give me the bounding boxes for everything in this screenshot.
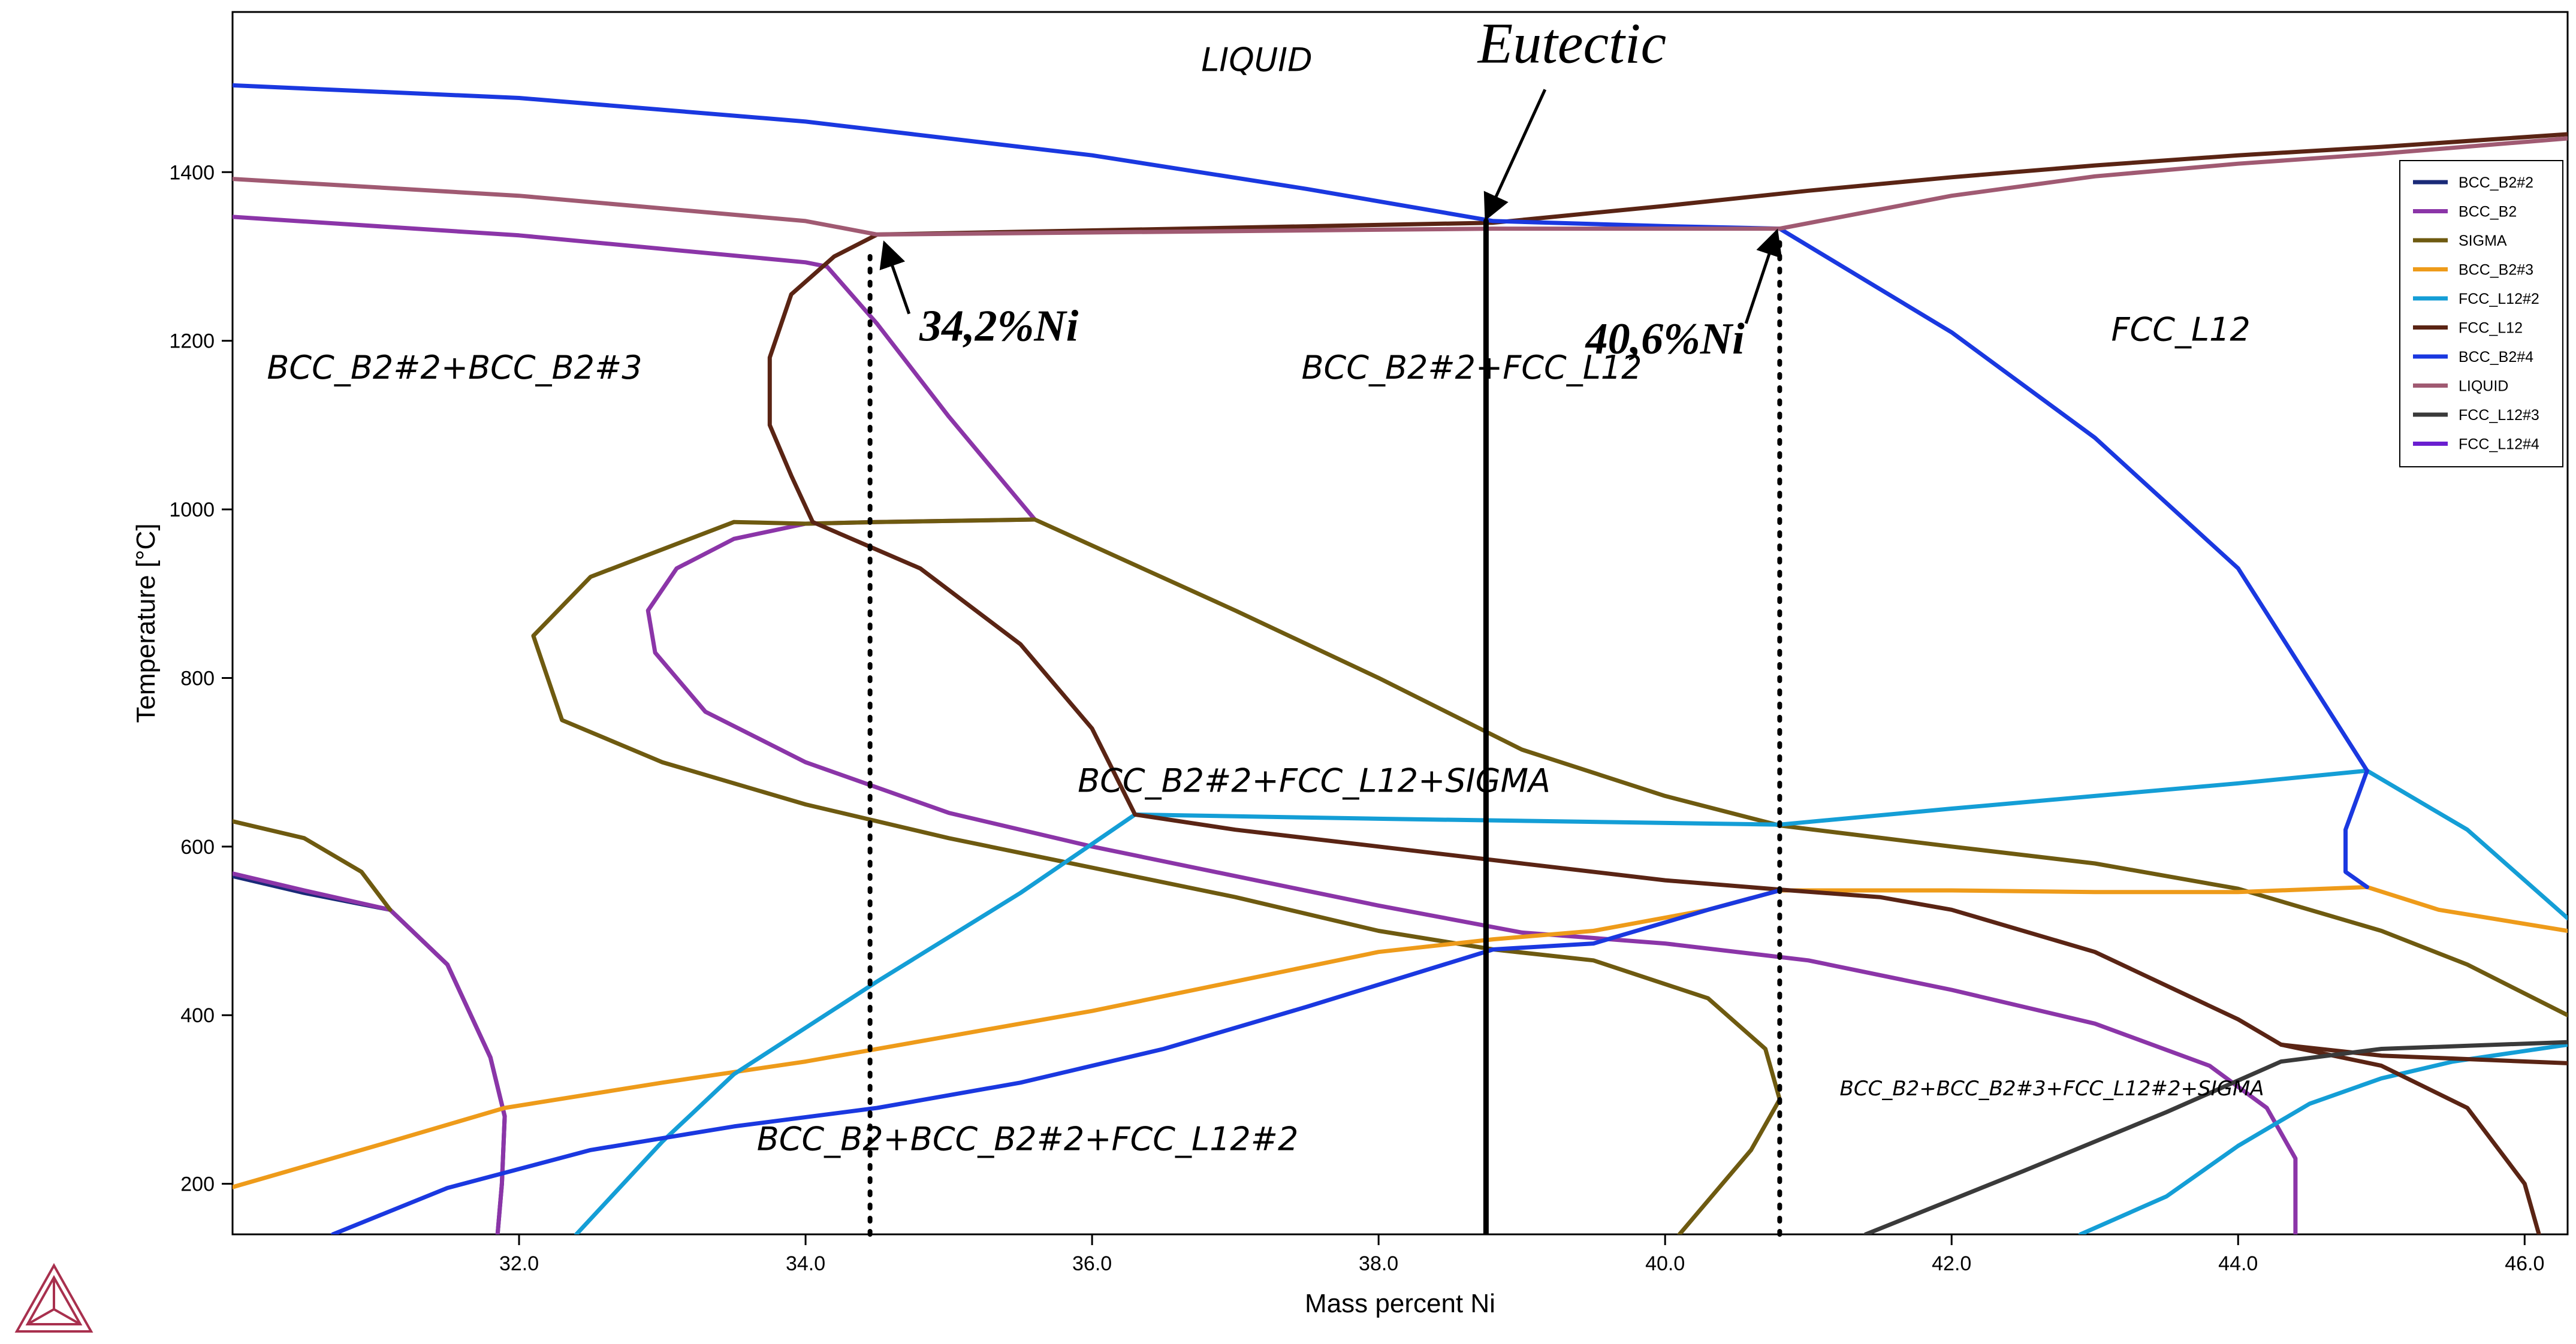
series-fcc-l12-segment-3 [810,520,1138,817]
series-bcc-b2-segment-2 [233,215,2298,1234]
x-tick-label: 32.0 [499,1252,539,1275]
series-bcc-b2-3-segment-1 [233,884,2568,1189]
series-bcc-b2-4-segment-4 [330,888,1782,1234]
series-fcc-l12-2-segment-1 [574,812,1138,1234]
y-tick-label: 1000 [169,499,215,521]
thermo-calc-logo [14,1263,93,1333]
series-liquid-segment-2 [875,226,1782,237]
series-fcc-l12-segment-1 [875,132,2568,237]
legend: BCC_B2#2 BCC_B2 SIGMA BCC_B2#3 FCC_L12#2 FCC_… [2399,160,2563,467]
x-tick-label: 38.0 [1359,1252,1398,1275]
y-tick-label: 1200 [169,330,215,353]
series-layer [233,83,2568,1234]
legend-label-liquid: LIQUID [2459,378,2508,395]
y-tick-label: 800 [180,667,215,690]
x-tick-label: 46.0 [2505,1252,2544,1275]
arrow-34-2-ni [879,240,911,315]
series-bcc-b2-4-segment-3 [2343,768,2369,889]
series-fcc-l12-segment-4 [1133,812,2541,1234]
y-tick-label: 600 [180,836,215,859]
legend-label-fcc-l12: FCC_L12 [2459,320,2523,337]
label-34-2-ni: 34,2%Ni [919,302,1079,351]
series-fcc-l12-2-segment-4 [2078,1042,2568,1234]
legend-label-bcc-b2-4: BCC_B2#4 [2459,349,2533,366]
series-fcc-l12-segment-2 [767,232,880,524]
x-tick-label: 44.0 [2218,1252,2258,1275]
legend-label-bcc-b2-3: BCC_B2#3 [2459,262,2533,279]
label-bcc-b2-2-bcc-b2-3: BCC_B2#2+BCC_B2#3 [267,349,642,386]
label-fcc-l12: FCC_L12 [2112,311,2251,349]
plot-area [231,11,2569,1236]
x-axis-title: Mass percent Ni [1305,1289,1495,1318]
series-fcc-l12-3-segment-1 [1863,1040,2568,1234]
arrow-eutectic [1483,89,1547,221]
legend-label-fcc-l12-2: FCC_L12#2 [2459,291,2539,307]
x-axis: 32.0 34.0 36.0 38.0 40.0 42.0 44.0 46.0 [499,1234,2544,1275]
legend-label-sigma: SIGMA [2459,232,2507,249]
series-sigma-segment-1 [233,819,393,912]
x-tick-label: 40.0 [1645,1252,1685,1275]
series-fcc-l12-2-segment-3 [2364,768,2568,920]
label-eutectic: Eutectic [1477,11,1666,75]
series-sigma-segment-2 [1033,517,2568,1017]
series-liquid-segment-3 [1777,136,2568,231]
series-bcc-b2-4-segment-2 [1777,226,2369,773]
y-axis: 200 400 600 800 1000 1200 1400 [169,161,233,1196]
x-tick-label: 36.0 [1072,1252,1112,1275]
label-40-6-ni: 40,6%Ni [1585,315,1745,364]
label-liquid: LIQUID [1201,41,1313,78]
label-bcc-b2-2-fcc-l12-sigma: BCC_B2#2+FCC_L12+SIGMA [1078,762,1551,799]
series-fcc-l12-2-segment-2 [1133,768,2369,827]
y-tick-label: 400 [180,1004,215,1027]
x-tick-label: 42.0 [1932,1252,1971,1275]
reference-lines [867,237,1782,1237]
annotations: LIQUID BCC_B2#2+BCC_B2#3 BCC_B2#2+FCC_L12 F… [267,11,2264,1158]
series-bcc-b2-4-segment-1 [233,83,1782,231]
y-tick-label: 1400 [169,161,215,184]
y-tick-label: 200 [180,1173,215,1196]
x-tick-label: 34.0 [786,1252,825,1275]
series-fcc-l12-segment-5 [2279,1042,2568,1065]
series-liquid-segment-1 [233,177,880,237]
label-bcc-b2-2-fcc-l12: BCC_B2#2+FCC_L12 [1302,349,1642,386]
label-bcc-b2-bcc-b2-3-fcc-l12-2-sigma: BCC_B2+BCC_B2#3+FCC_L12#2+SIGMA [1840,1077,2264,1101]
legend-label-bcc-b2-2: BCC_B2#2 [2459,174,2533,191]
arrow-40-6-ni [1744,228,1782,324]
label-bcc-b2-bcc-b2-2-fcc-l12-2: BCC_B2+BCC_B2#2+FCC_L12#2 [757,1120,1299,1158]
legend-label-fcc-l12-3: FCC_L12#3 [2459,407,2539,424]
series-sigma-segment-4 [531,520,1782,1234]
legend-label-fcc-l12-4: FCC_L12#4 [2459,436,2539,453]
series-sigma-segment-3 [732,517,1037,526]
legend-label-bcc-b2: BCC_B2 [2459,204,2517,221]
y-axis-title: Temperature [°C] [131,523,161,723]
